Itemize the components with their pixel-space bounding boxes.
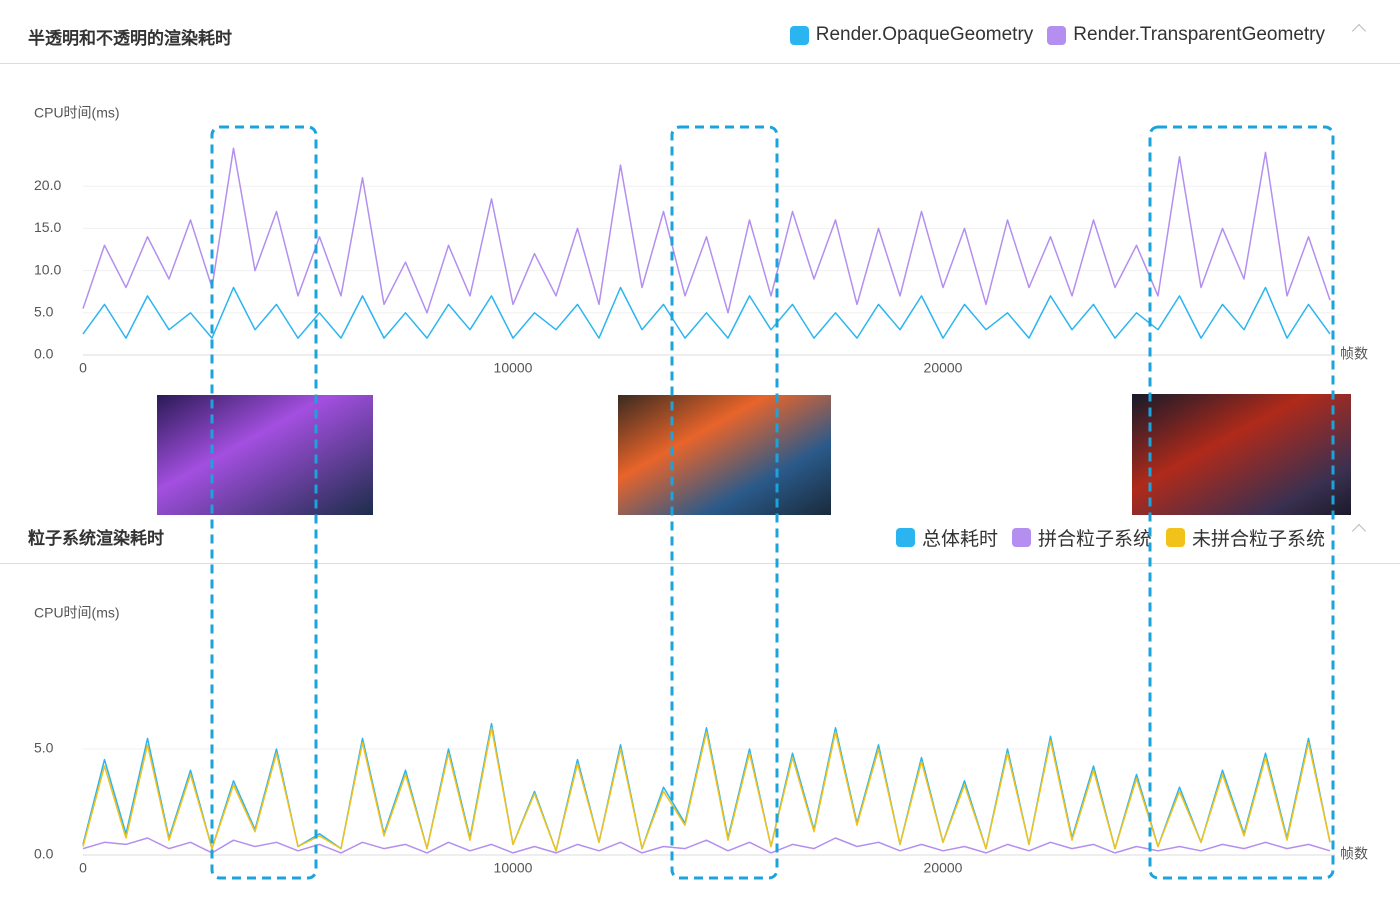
y-tick-label: 20.0 [34, 177, 61, 193]
series-line [82, 722, 1331, 852]
legend-item[interactable]: 总体耗时 [895, 524, 998, 551]
series-line [82, 147, 1331, 314]
legend-label: Render.OpaqueGeometry [815, 24, 1034, 45]
chart-title: 半透明和不透明的渲染耗时 [28, 29, 232, 48]
x-tick-label: 0 [79, 360, 87, 376]
legend-swatch [1011, 528, 1031, 547]
legend-label: Render.TransparentGeometry [1073, 24, 1325, 45]
x-tick-label: 20000 [924, 360, 963, 376]
x-axis-label: 帧数 [1340, 846, 1368, 862]
legend: Render.OpaqueGeometry Render.TransparentG… [789, 24, 1325, 46]
y-tick-label: 15.0 [34, 219, 61, 235]
chart-title: 粒子系统渲染耗时 [28, 529, 164, 548]
x-tick-label: 20000 [924, 860, 963, 876]
y-axis-label: CPU时间(ms) [34, 605, 120, 621]
y-tick-label: 10.0 [34, 261, 61, 277]
series-line [82, 837, 1331, 854]
x-tick-label: 10000 [494, 860, 533, 876]
legend-swatch [1047, 25, 1067, 45]
y-tick-label: 5.0 [34, 304, 54, 320]
legend-item[interactable]: Render.TransparentGeometry [1047, 24, 1325, 46]
legend-item[interactable]: 拼合粒子系统 [1011, 524, 1152, 551]
header: 半透明和不透明的渲染耗时 Render.OpaqueGeometry Render.… [0, 0, 1400, 64]
legend-swatch [789, 25, 809, 45]
y-tick-label: 0.0 [34, 846, 54, 862]
y-tick-label: 5.0 [34, 740, 54, 756]
x-axis-label: 帧数 [1340, 346, 1368, 362]
legend-swatch [895, 528, 915, 547]
series-line [82, 727, 1331, 852]
x-tick-label: 0 [79, 860, 87, 876]
y-axis-label: CPU时间(ms) [34, 105, 120, 121]
legend-label: 拼合粒子系统 [1037, 529, 1152, 550]
x-tick-label: 10000 [494, 360, 533, 376]
y-tick-label: 0.0 [34, 346, 54, 362]
legend-item[interactable]: Render.OpaqueGeometry [789, 24, 1034, 46]
legend-label: 总体耗时 [921, 529, 998, 550]
